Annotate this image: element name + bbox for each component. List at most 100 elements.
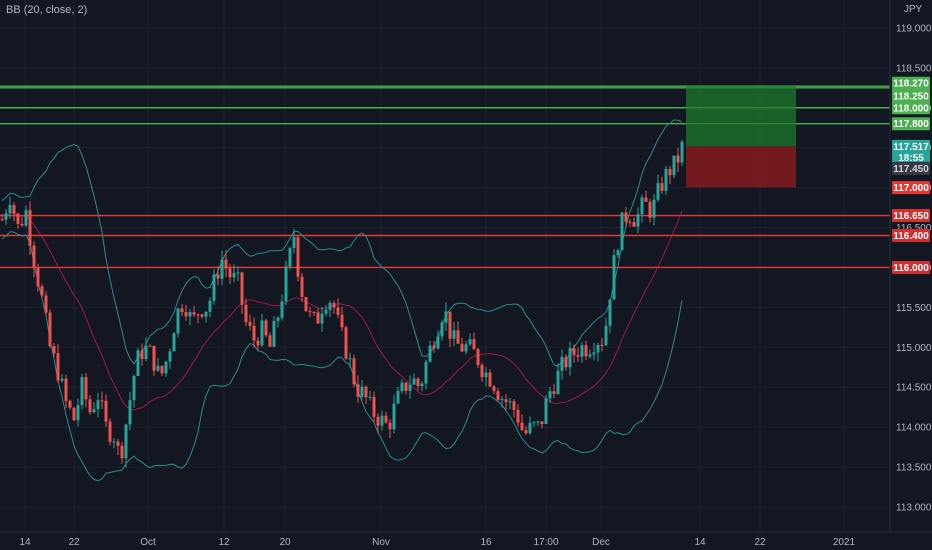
candle-body	[268, 335, 272, 347]
time-axis[interactable]: 14 22 Oct 12 20 Nov 16 17:00 Dec 14 22 2021	[19, 537, 855, 548]
candle-body	[112, 441, 116, 443]
candle-body	[132, 375, 136, 401]
candle-body	[488, 372, 492, 387]
candle-body	[68, 400, 72, 408]
candle-body	[44, 295, 48, 313]
candle-body	[216, 274, 220, 279]
candle-body	[664, 168, 668, 191]
candle-body	[656, 183, 660, 200]
stop-price-label-bg	[892, 181, 930, 195]
time-tick-label: 17:00	[533, 537, 558, 548]
candle-body	[24, 210, 28, 226]
candle-body	[424, 361, 428, 384]
candle-body	[152, 345, 156, 371]
candle-body	[180, 308, 184, 313]
currency-label: JPY	[903, 4, 923, 15]
price-tick-label: 114.000	[896, 423, 932, 434]
candle-body	[304, 296, 308, 312]
candle-body	[300, 276, 304, 297]
candle-body	[360, 386, 364, 397]
candle-body	[116, 441, 120, 446]
candle-body	[224, 259, 228, 269]
level-price-label: 118.000	[893, 103, 929, 114]
candle-body	[460, 343, 464, 352]
candle-body	[292, 237, 296, 249]
candle-body	[624, 212, 628, 222]
long-position-box[interactable]	[686, 86, 796, 188]
candle-body	[480, 364, 484, 378]
candle-body	[636, 214, 640, 227]
candle-body	[628, 221, 632, 223]
countdown-label: 18:55	[898, 153, 924, 164]
take-profit-zone[interactable]	[686, 86, 796, 147]
candle-body	[412, 378, 416, 385]
candle-body	[52, 346, 56, 354]
candle-body	[144, 345, 148, 360]
candles	[0, 139, 684, 468]
candle-body	[608, 299, 612, 326]
candle-body	[532, 422, 536, 424]
candle-body	[456, 330, 460, 344]
level-price-label-bg	[892, 229, 930, 243]
candle-body	[84, 377, 88, 400]
indicator-legend[interactable]: BB (20, close, 2)	[6, 4, 88, 16]
level-price-label: 118.250	[893, 91, 929, 102]
candle-body	[40, 286, 44, 296]
candle-body	[312, 311, 316, 313]
candle-body	[372, 396, 376, 417]
bollinger-lower-band	[1, 231, 683, 482]
candle-body	[76, 405, 80, 421]
candle-body	[168, 351, 172, 362]
candle-body	[196, 314, 200, 316]
candle-body	[336, 307, 340, 315]
candle-body	[100, 400, 104, 402]
candle-body	[72, 407, 76, 421]
level-price-label-bg	[892, 101, 930, 115]
candle-body	[392, 403, 396, 430]
candle-body	[328, 302, 332, 310]
level-price-label-bg	[892, 117, 930, 131]
candle-body	[508, 401, 512, 403]
candle-body	[592, 352, 596, 355]
candle-body	[676, 155, 680, 163]
candle-body	[600, 344, 604, 346]
candle-body	[516, 409, 520, 423]
level-price-label-bg	[892, 89, 930, 103]
price-tick-label: 115.000	[896, 343, 932, 354]
level-price-label: 116.400	[893, 231, 929, 242]
candle-body	[236, 272, 240, 274]
price-label-gray: 117.450	[893, 164, 929, 175]
candle-body	[212, 274, 216, 301]
candle-body	[208, 300, 212, 312]
candle-body	[200, 314, 204, 317]
candle-body	[644, 197, 648, 202]
candle-body	[384, 415, 388, 423]
candle-body	[396, 391, 400, 404]
candle-body	[588, 354, 592, 357]
candle-body	[432, 345, 436, 349]
candle-body	[92, 409, 96, 413]
last-price-label-bg	[892, 139, 930, 153]
candle-body	[648, 201, 652, 218]
stop-loss-zone[interactable]	[686, 146, 796, 188]
candle-body	[60, 378, 64, 381]
candle-body	[296, 237, 300, 277]
time-tick-label: Nov	[372, 537, 390, 548]
last-price-label: 117.517	[893, 142, 929, 153]
candle-body	[416, 378, 420, 387]
candle-body	[484, 372, 488, 378]
level-price-label-bg	[892, 76, 930, 90]
candle-body	[176, 308, 180, 334]
candle-body	[356, 384, 360, 397]
candle-body	[16, 213, 20, 225]
candle-body	[280, 301, 284, 318]
time-tick-label: Dec	[592, 537, 610, 548]
candle-body	[452, 330, 456, 339]
candle-body	[540, 421, 544, 424]
candle-body	[440, 322, 444, 337]
candle-body	[8, 205, 12, 214]
candle-body	[528, 422, 532, 434]
candle-body	[188, 312, 192, 317]
